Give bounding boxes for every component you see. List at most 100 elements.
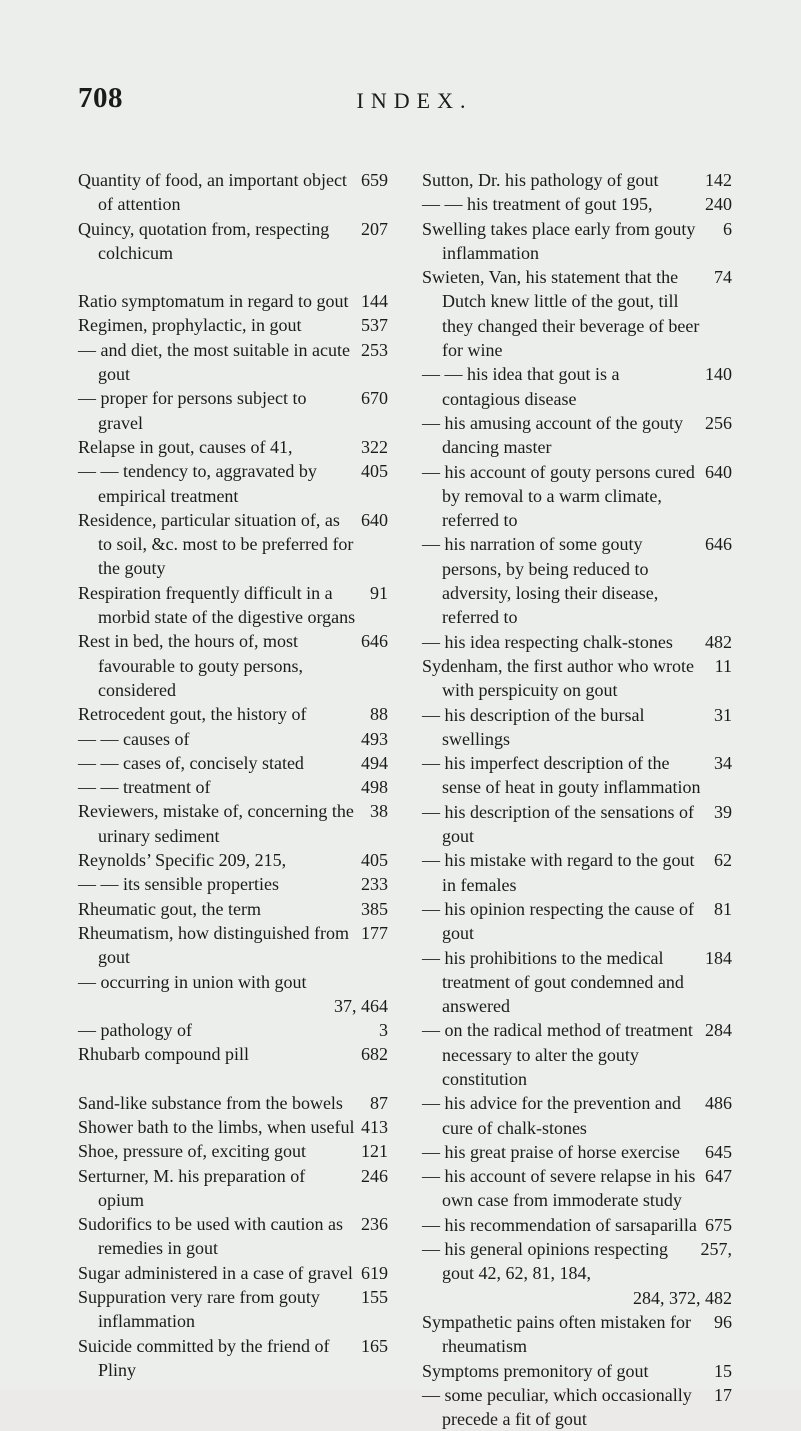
entry-text: Ratio symptomatum in regard to gout	[78, 289, 348, 313]
index-entry: Swelling takes place early from gouty in…	[422, 217, 732, 266]
entry-pages: 31	[708, 703, 732, 727]
index-entry: — and diet, the most suitable in acute g…	[78, 338, 388, 387]
index-entry: — — its sensible properties233	[78, 872, 388, 896]
index-entry: — his idea respecting chalk-stones482	[422, 630, 732, 654]
spacer	[78, 1067, 388, 1091]
entry-text: — — cases of, concisely stated	[78, 751, 304, 775]
index-entry: Sand-like substance from the bowels87	[78, 1091, 388, 1115]
index-entry: — — tendency to, aggravated by empirical…	[78, 459, 388, 508]
entry-text: — his great praise of horse exercise	[422, 1140, 680, 1164]
header-row: 708 INDEX.	[78, 86, 751, 128]
entry-pages: 646	[699, 532, 732, 556]
entry-text: Relapse in gout, causes of 41,	[78, 435, 292, 459]
entry-pages: 619	[353, 1261, 388, 1285]
entry-text: — his account of gouty persons cured by …	[422, 460, 699, 533]
entry-text: — his imperfect description of the sense…	[422, 751, 708, 800]
index-entry: — his description of the bursal swelling…	[422, 703, 732, 752]
index-entry: — his general opinions respecting gout 4…	[422, 1237, 732, 1286]
entry-pages: 88	[306, 702, 388, 726]
entry-pages: 682	[249, 1042, 388, 1066]
entry-text: Quantity of food, an important object of…	[78, 168, 355, 217]
index-entry: Residence, particular situation of, as t…	[78, 508, 388, 581]
entry-text: Rhubarb compound pill	[78, 1042, 249, 1066]
entry-pages: 177	[355, 921, 388, 945]
index-entry: Shower bath to the limbs, when useful413	[78, 1115, 388, 1139]
entry-pages: 121	[306, 1139, 388, 1163]
index-entry: — occurring in union with gout	[78, 970, 388, 994]
index-entry: — his mistake with regard to the gout in…	[422, 848, 732, 897]
entry-pages: 486	[699, 1091, 732, 1115]
entry-pages: 646	[355, 629, 388, 653]
index-entry: Sydenham, the first author who wrote wit…	[422, 654, 732, 703]
entry-text: — his mistake with regard to the gout in…	[422, 848, 708, 897]
entry-text: Swieten, Van, his statement that the Dut…	[422, 265, 708, 362]
entry-pages: 165	[355, 1334, 388, 1358]
entry-text: Shoe, pressure of, exciting gout	[78, 1139, 306, 1163]
entry-text: — his advice for the prevention and cure…	[422, 1091, 699, 1140]
entry-pages: 482	[673, 630, 732, 654]
entry-text: Sand-like substance from the bowels	[78, 1091, 343, 1115]
entry-pages: 670	[355, 386, 388, 410]
entry-text: Residence, particular situation of, as t…	[78, 508, 355, 581]
entry-pages: 17	[708, 1383, 732, 1407]
entry-pages: 645	[680, 1140, 732, 1164]
index-entry: Reynolds’ Specific 209, 215,405	[78, 848, 388, 872]
index-entry: — pathology of3	[78, 1018, 388, 1042]
entry-text: — his recommendation of sarsaparilla	[422, 1213, 697, 1237]
entry-pages: 142	[659, 168, 732, 192]
entry-text: Rheumatic gout, the term	[78, 897, 261, 921]
entry-pages: 537	[301, 313, 388, 337]
index-entry: — his prohibitions to the medical treatm…	[422, 946, 732, 1019]
entry-text: — — his treatment of gout 195,	[422, 192, 652, 216]
entry-pages: 37, 464	[78, 994, 388, 1018]
entry-text: — — causes of	[78, 727, 189, 751]
entry-text: Quincy, quotation from, respecting colch…	[78, 217, 355, 266]
entry-pages: 640	[355, 508, 388, 532]
index-entry: Retrocedent gout, the history of88	[78, 702, 388, 726]
entry-pages: 405	[286, 848, 388, 872]
left-column: Quantity of food, an important object of…	[78, 168, 388, 1431]
entry-text: — — treatment of	[78, 775, 210, 799]
index-entry: — his imperfect description of the sense…	[422, 751, 732, 800]
index-entry: Suicide committed by the friend of Pliny…	[78, 1334, 388, 1383]
entry-text: — his description of the sensations of g…	[422, 800, 708, 849]
entry-pages: 81	[708, 897, 732, 921]
entry-pages: 87	[343, 1091, 388, 1115]
entry-pages: 284, 372, 482	[422, 1286, 732, 1310]
index-entry: Sugar administered in a case of gravel61…	[78, 1261, 388, 1285]
index-entry: — his account of gouty persons cured by …	[422, 460, 732, 533]
entry-text: — his account of severe relapse in his o…	[422, 1164, 699, 1213]
entry-pages: 284	[699, 1018, 732, 1042]
entry-pages: 34	[708, 751, 732, 775]
entry-pages: 15	[649, 1359, 733, 1383]
entry-pages: 91	[364, 581, 388, 605]
index-entry: Regimen, prophylactic, in gout537	[78, 313, 388, 337]
entry-text: Reynolds’ Specific 209, 215,	[78, 848, 286, 872]
index-entry: Symptoms premonitory of gout15	[422, 1359, 732, 1383]
index-entry: Quincy, quotation from, respecting colch…	[78, 217, 388, 266]
page-number: 708	[78, 82, 123, 115]
entry-text: Reviewers, mistake of, concerning the ur…	[78, 799, 364, 848]
entry-pages: 494	[304, 751, 388, 775]
index-entry: — his recommendation of sarsaparilla675	[422, 1213, 732, 1237]
entry-text: — his narration of some gouty persons, b…	[422, 532, 699, 629]
index-entry: Sutton, Dr. his pathology of gout142	[422, 168, 732, 192]
page: 708 INDEX. Quantity of food, an importan…	[0, 0, 801, 1390]
entry-text: — — his idea that gout is a contagious d…	[422, 362, 699, 411]
index-entry: Quantity of food, an important object of…	[78, 168, 388, 217]
index-entry: Shoe, pressure of, exciting gout121	[78, 1139, 388, 1163]
index-entry: Relapse in gout, causes of 41,322	[78, 435, 388, 459]
entry-text: Swelling takes place early from gouty in…	[422, 217, 717, 266]
index-entry: Sympathetic pains often mistaken for rhe…	[422, 1310, 732, 1359]
entry-text: Respiration frequently difficult in a mo…	[78, 581, 364, 630]
index-entry: — his amusing account of the gouty danci…	[422, 411, 732, 460]
entry-pages: 6	[717, 217, 732, 241]
entry-pages: 11	[709, 654, 732, 678]
entry-pages: 413	[354, 1115, 388, 1139]
entry-text: — — tendency to, aggravated by empirical…	[78, 459, 355, 508]
index-entry: — his account of severe relapse in his o…	[422, 1164, 732, 1213]
entry-text: — his prohibitions to the medical treatm…	[422, 946, 699, 1019]
entry-text: — and diet, the most suitable in acute g…	[78, 338, 355, 387]
entry-pages: 493	[189, 727, 388, 751]
entry-pages: 74	[708, 265, 732, 289]
